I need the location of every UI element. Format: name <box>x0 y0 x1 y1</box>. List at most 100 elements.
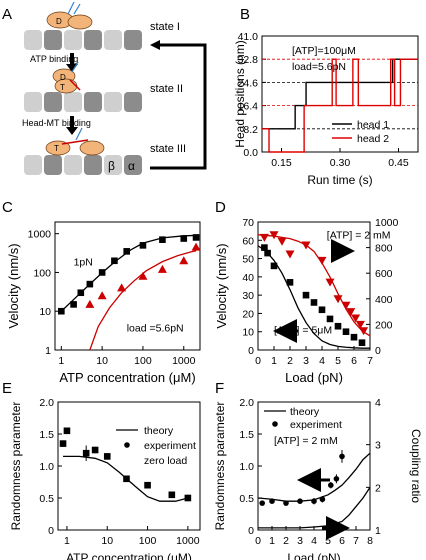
chart-velocity-vs-atp: 1 10 100 1000 1 10 100 1000 ATP concentration (μ… <box>6 221 201 385</box>
y-tick-label: 41.0 <box>238 31 259 43</box>
y-tick-label: 24.6 <box>238 77 259 89</box>
x-tick-label: 1 <box>64 535 70 547</box>
microtubule-state-1 <box>24 30 142 50</box>
y2-tick-label: 600 <box>375 268 393 280</box>
y-axis-label: Velocity (nm/s) <box>6 243 21 328</box>
state-3-label: state III <box>150 143 186 155</box>
alpha-tubulin-label: α <box>128 159 135 173</box>
y2-tick-label: 2 <box>375 482 381 494</box>
data-point <box>191 242 201 251</box>
y2-tick-label: 4 <box>375 397 381 409</box>
y-tick-label: 0.5 <box>39 493 54 505</box>
theory-curve <box>63 455 189 502</box>
head-label-d2: D <box>60 73 66 82</box>
data-point <box>138 271 148 280</box>
legend-marker <box>272 421 278 427</box>
y2-tick-label: 200 <box>375 319 393 331</box>
y-tick-label: 2.0 <box>39 397 54 409</box>
data-point <box>117 283 127 292</box>
x-tick-label: 3 <box>297 535 303 547</box>
transition-head-mt-binding: Head-MT binding <box>22 118 91 128</box>
data-point <box>192 234 200 241</box>
legend-label: theory <box>144 425 174 437</box>
data-point <box>286 279 294 286</box>
data-point <box>350 333 358 341</box>
panel-letter-d: D <box>215 199 226 216</box>
theory-curve <box>257 452 371 502</box>
legend-label: head 1 <box>357 119 389 131</box>
data-point <box>123 248 131 255</box>
y-tick-label: 10 <box>242 327 254 339</box>
chart-randomness-vs-atp: 1 10 100 1000 0 0.5 1.0 1.5 2.0 ATP concentration… <box>9 397 201 560</box>
data-point <box>168 491 176 499</box>
series-line <box>262 58 418 153</box>
x-tick-label: 4 <box>311 535 317 547</box>
microtubule-state-2 <box>24 92 142 112</box>
x-axis-label: Run time (s) <box>307 173 372 187</box>
x-axis-label: Load (pN) <box>285 370 343 385</box>
arrowhead-icon-2 <box>66 127 78 135</box>
data-point <box>103 453 111 460</box>
chart-annotation: 1pN <box>74 257 93 269</box>
y-tick-label: 0 <box>248 525 254 537</box>
panel-letter-f: F <box>215 380 224 397</box>
legend-label: [ATP] = 2 mM <box>274 435 338 447</box>
data-point <box>85 299 95 308</box>
data-point <box>179 256 189 265</box>
transition-atp-binding: ATP binding <box>30 54 78 64</box>
x-tick-label: 1 <box>58 355 64 367</box>
x-tick-label: 1 <box>271 355 277 367</box>
y-axis-label: Head positions (nm) <box>233 40 247 147</box>
panel-letter-a: A <box>2 6 12 23</box>
data-point <box>270 262 278 270</box>
panel-letter-c: C <box>2 199 13 216</box>
data-point <box>184 494 192 502</box>
y2-tick-label: 1 <box>375 525 381 537</box>
data-point <box>334 322 342 330</box>
data-point <box>123 475 130 483</box>
head-label-t2: T <box>54 144 59 153</box>
x-tick-label: 1000 <box>172 355 196 367</box>
data-point <box>283 500 289 506</box>
y-tick-label: 0.5 <box>239 493 254 505</box>
y2-axis-label: Coupling ratio <box>409 429 423 503</box>
y-tick-label: 1.5 <box>239 429 254 441</box>
legend-label: head 2 <box>357 133 389 145</box>
y-tick-label: 0 <box>248 345 254 357</box>
y-tick-label: 1.0 <box>39 461 54 473</box>
kinesin-cycle-diagram: D state I ATP binding D T state II Head-… <box>22 1 207 175</box>
data-point <box>342 328 350 336</box>
data-point <box>333 476 340 482</box>
x-tick-label: 7 <box>353 535 359 547</box>
x-tick-label: 0.30 <box>330 157 351 169</box>
data-point <box>91 446 99 454</box>
x-tick-label: 0 <box>255 355 261 367</box>
head-label-d: D <box>56 17 62 26</box>
y-tick-label: 40 <box>242 272 254 284</box>
y-tick-label: 8.2 <box>243 124 258 136</box>
data-point <box>111 257 118 265</box>
fit-curve <box>257 245 370 349</box>
y2-tick-label: 1000 <box>375 217 399 229</box>
x-tick-label: 2 <box>283 535 289 547</box>
legend-marker <box>124 442 130 448</box>
motor-heads-state-3: T β α <box>45 127 135 173</box>
data-point <box>180 235 188 242</box>
x-tick-label: 100 <box>134 355 152 367</box>
fit-curve <box>257 234 371 337</box>
data-point <box>259 500 266 506</box>
x-tick-label: 8 <box>367 535 373 547</box>
x-tick-label: 7 <box>367 355 373 367</box>
plot-frame <box>54 221 201 351</box>
y-tick-label: 20 <box>242 308 254 320</box>
y2-tick-label: 3 <box>375 440 381 452</box>
x-tick-label: 3 <box>303 355 309 367</box>
x-tick-label: 0.45 <box>388 157 409 169</box>
data-point <box>70 301 77 308</box>
series-line <box>262 58 418 130</box>
data-point <box>310 299 318 306</box>
data-point <box>328 482 334 489</box>
data-point <box>139 242 147 249</box>
